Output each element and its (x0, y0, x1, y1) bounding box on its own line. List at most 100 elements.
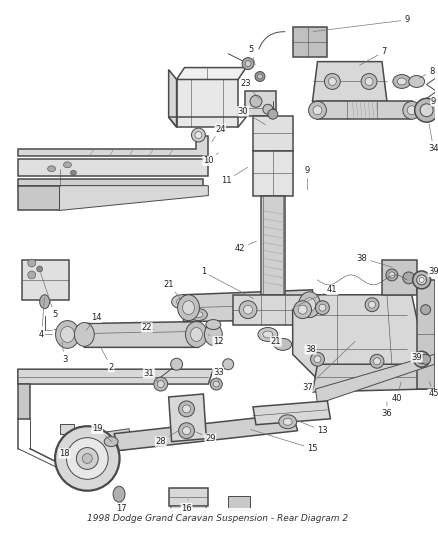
Text: 45: 45 (428, 382, 438, 399)
Ellipse shape (403, 272, 415, 284)
Text: 14: 14 (86, 313, 102, 330)
Ellipse shape (420, 305, 431, 314)
Ellipse shape (40, 295, 49, 309)
Text: 24: 24 (212, 125, 226, 142)
Ellipse shape (263, 331, 273, 338)
Ellipse shape (325, 74, 340, 90)
Ellipse shape (313, 106, 322, 115)
Ellipse shape (157, 381, 164, 387)
Polygon shape (417, 280, 434, 389)
Polygon shape (18, 159, 208, 176)
Ellipse shape (258, 74, 262, 79)
Text: 38: 38 (305, 345, 316, 354)
Ellipse shape (213, 381, 219, 387)
Text: 4: 4 (39, 297, 44, 339)
Ellipse shape (239, 301, 257, 319)
Polygon shape (18, 136, 208, 156)
Ellipse shape (314, 356, 321, 363)
Ellipse shape (64, 162, 71, 168)
Polygon shape (228, 496, 250, 510)
Ellipse shape (191, 128, 205, 142)
Text: 39: 39 (426, 268, 438, 280)
Polygon shape (293, 27, 327, 56)
Ellipse shape (210, 378, 222, 390)
Ellipse shape (420, 354, 431, 364)
Ellipse shape (315, 301, 329, 314)
Polygon shape (94, 429, 134, 454)
Text: 1: 1 (201, 268, 254, 298)
Ellipse shape (361, 74, 377, 90)
Ellipse shape (258, 327, 278, 342)
Ellipse shape (177, 295, 199, 320)
Ellipse shape (250, 95, 262, 107)
Text: 34: 34 (428, 124, 438, 154)
Ellipse shape (308, 101, 326, 119)
Ellipse shape (183, 427, 191, 435)
Ellipse shape (311, 352, 325, 366)
Polygon shape (60, 185, 208, 211)
Polygon shape (18, 179, 203, 185)
Text: 18: 18 (59, 449, 70, 458)
Text: 29: 29 (196, 432, 215, 443)
Text: 11: 11 (221, 167, 247, 185)
Ellipse shape (154, 377, 168, 391)
Ellipse shape (365, 298, 379, 312)
Ellipse shape (71, 170, 76, 175)
Ellipse shape (283, 418, 292, 425)
Text: 8: 8 (419, 67, 434, 78)
Ellipse shape (172, 295, 191, 309)
Polygon shape (184, 290, 313, 321)
Text: 30: 30 (238, 107, 265, 125)
Text: 10: 10 (203, 153, 218, 165)
Text: 5: 5 (248, 45, 255, 65)
Text: 28: 28 (155, 430, 179, 446)
Ellipse shape (245, 61, 251, 67)
Text: 3: 3 (62, 342, 67, 364)
Ellipse shape (205, 324, 222, 345)
Ellipse shape (304, 298, 315, 312)
Ellipse shape (274, 338, 292, 350)
Ellipse shape (268, 109, 278, 119)
Polygon shape (253, 401, 330, 425)
Polygon shape (177, 68, 246, 79)
Text: 39: 39 (411, 353, 424, 362)
Ellipse shape (179, 401, 194, 417)
Text: 12: 12 (208, 335, 223, 346)
Ellipse shape (319, 304, 326, 311)
Ellipse shape (28, 259, 36, 267)
Ellipse shape (397, 78, 406, 85)
Text: 42: 42 (235, 241, 256, 253)
Text: 21: 21 (271, 337, 281, 346)
Polygon shape (114, 414, 298, 450)
Ellipse shape (104, 437, 118, 447)
Ellipse shape (417, 355, 426, 364)
Polygon shape (382, 260, 417, 295)
Text: 23: 23 (241, 79, 259, 99)
Ellipse shape (415, 98, 438, 122)
Polygon shape (315, 354, 434, 404)
Ellipse shape (244, 305, 252, 314)
Text: 15: 15 (251, 430, 318, 453)
Ellipse shape (263, 104, 273, 114)
Ellipse shape (74, 322, 94, 346)
Polygon shape (313, 62, 387, 101)
Ellipse shape (190, 309, 207, 320)
Ellipse shape (420, 104, 433, 117)
Text: 5: 5 (41, 272, 57, 319)
Ellipse shape (374, 358, 381, 365)
Ellipse shape (37, 266, 42, 272)
Text: 9: 9 (313, 15, 410, 31)
Text: 40: 40 (392, 382, 402, 403)
Ellipse shape (223, 359, 233, 370)
Ellipse shape (409, 76, 424, 87)
Polygon shape (18, 369, 213, 384)
Text: 2: 2 (100, 347, 114, 372)
Polygon shape (293, 295, 427, 379)
Text: 33: 33 (213, 368, 224, 382)
Polygon shape (18, 384, 30, 419)
Ellipse shape (194, 312, 203, 318)
Ellipse shape (206, 320, 221, 329)
Ellipse shape (48, 166, 56, 172)
Polygon shape (233, 295, 318, 325)
Text: 21: 21 (163, 280, 182, 300)
